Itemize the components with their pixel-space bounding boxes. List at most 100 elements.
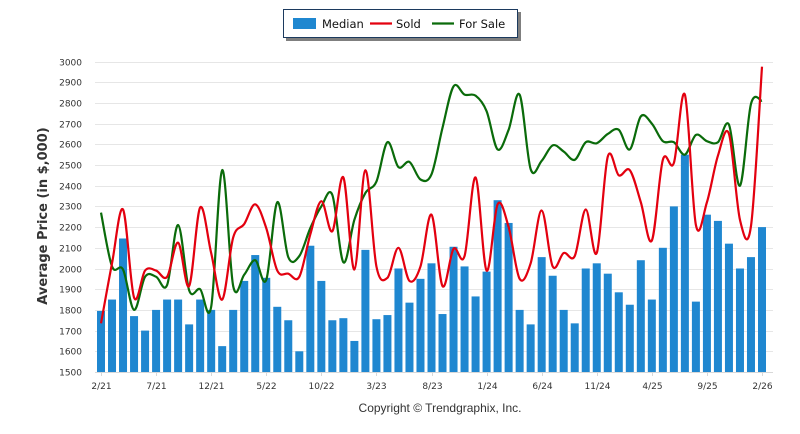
y-tick-label: 1900 bbox=[59, 286, 82, 296]
median-bar bbox=[394, 268, 403, 372]
median-bar bbox=[119, 238, 128, 372]
y-tick-label: 2500 bbox=[59, 162, 82, 172]
median-bar bbox=[174, 299, 183, 372]
median-bar bbox=[350, 340, 359, 372]
median-bar bbox=[504, 222, 513, 372]
y-tick-label: 2100 bbox=[59, 245, 82, 255]
median-bar bbox=[328, 320, 337, 372]
median-bar bbox=[273, 306, 282, 372]
legend-item-for-sale[interactable]: For Sale bbox=[432, 17, 505, 31]
median-bar bbox=[141, 330, 150, 372]
median-bar bbox=[515, 309, 524, 372]
median-bar bbox=[306, 245, 315, 372]
y-tick-label: 2200 bbox=[59, 224, 82, 234]
median-bar bbox=[691, 301, 700, 372]
x-tick-label: 2/21 bbox=[91, 382, 111, 392]
median-bar bbox=[658, 247, 667, 372]
median-bar bbox=[482, 271, 491, 372]
x-axis-ticks: 2/21 7/21 12/21 5/22 10/22 3/23 8/23 1/24 6/24 11… bbox=[91, 372, 773, 392]
x-tick-label: 12/21 bbox=[199, 382, 225, 392]
y-tick-label: 1700 bbox=[59, 328, 82, 338]
median-bar bbox=[537, 257, 546, 372]
y-tick-label: 2800 bbox=[59, 100, 82, 110]
for-sale-line bbox=[99, 83, 763, 314]
median-bar bbox=[603, 273, 612, 372]
y-tick-label: 2000 bbox=[59, 266, 82, 276]
median-bar bbox=[207, 309, 216, 372]
median-bar bbox=[548, 275, 557, 372]
median-bar bbox=[97, 310, 105, 372]
x-tick-label: 1/24 bbox=[477, 382, 497, 392]
x-tick-label: 10/22 bbox=[309, 382, 335, 392]
median-bar bbox=[746, 257, 755, 372]
median-bar bbox=[581, 268, 590, 372]
legend-label-for-sale: For Sale bbox=[459, 17, 505, 31]
median-bar bbox=[680, 154, 689, 372]
median-bar bbox=[647, 299, 656, 372]
median-bar bbox=[625, 304, 634, 372]
legend-label-median: Median bbox=[322, 17, 364, 31]
median-bar bbox=[614, 292, 623, 372]
median-bar bbox=[339, 318, 348, 372]
median-bar bbox=[108, 299, 117, 372]
median-bar bbox=[669, 206, 678, 372]
sold-line bbox=[99, 66, 764, 324]
median-bar bbox=[284, 320, 293, 372]
median-bar bbox=[416, 278, 425, 372]
median-bar bbox=[526, 324, 535, 372]
y-tick-label: 1500 bbox=[59, 369, 82, 379]
median-bar bbox=[702, 214, 711, 372]
median-bar bbox=[471, 296, 480, 372]
median-bar bbox=[229, 309, 238, 372]
median-bar bbox=[758, 227, 766, 372]
legend-box bbox=[283, 9, 518, 38]
median-bar bbox=[592, 263, 601, 372]
x-tick-label: 4/25 bbox=[642, 382, 662, 392]
median-bar bbox=[724, 243, 733, 372]
legend-item-sold[interactable]: Sold bbox=[370, 17, 421, 31]
median-bar bbox=[427, 263, 436, 372]
median-bar bbox=[372, 319, 381, 372]
median-bars bbox=[97, 154, 766, 373]
x-tick-label: 3/23 bbox=[366, 382, 386, 392]
legend: Median Sold For Sale bbox=[283, 9, 521, 41]
x-tick-label: 6/24 bbox=[532, 382, 552, 392]
y-tick-label: 3000 bbox=[59, 59, 82, 69]
median-bar bbox=[559, 309, 568, 372]
median-bar bbox=[240, 280, 249, 372]
median-bar bbox=[735, 268, 744, 372]
y-tick-label: 2300 bbox=[59, 203, 82, 213]
copyright-text: Copyright © Trendgraphix, Inc. bbox=[358, 401, 522, 415]
y-axis-ticks: 1500 1600 1700 1800 1900 2000 2100 2200 2300 2400… bbox=[59, 59, 82, 379]
median-bar bbox=[218, 346, 227, 373]
x-tick-label: 7/21 bbox=[146, 382, 166, 392]
y-axis-title: Average Price (in $,000) bbox=[36, 127, 51, 304]
median-bar bbox=[636, 260, 645, 372]
median-bar bbox=[713, 220, 722, 372]
median-bar bbox=[383, 315, 392, 372]
median-bar bbox=[295, 351, 304, 372]
legend-swatch-median bbox=[293, 18, 316, 29]
x-tick-label: 9/25 bbox=[697, 382, 717, 392]
median-bar bbox=[152, 309, 161, 372]
legend-item-median[interactable]: Median bbox=[293, 17, 364, 31]
median-bar bbox=[460, 266, 469, 372]
x-tick-label: 8/23 bbox=[422, 382, 442, 392]
median-bar bbox=[251, 255, 260, 372]
median-bar bbox=[196, 299, 205, 372]
median-bar bbox=[449, 246, 458, 372]
median-bar bbox=[405, 302, 414, 372]
x-tick-label: 11/24 bbox=[585, 382, 611, 392]
y-tick-label: 2700 bbox=[59, 121, 82, 131]
median-bar bbox=[493, 200, 502, 372]
x-tick-label: 5/22 bbox=[256, 382, 276, 392]
legend-label-sold: Sold bbox=[396, 17, 421, 31]
y-tick-label: 2400 bbox=[59, 183, 82, 193]
median-bar bbox=[317, 280, 326, 372]
y-tick-label: 2900 bbox=[59, 79, 82, 89]
median-bar bbox=[130, 316, 139, 372]
y-tick-label: 1600 bbox=[59, 348, 82, 358]
median-bar bbox=[361, 249, 370, 372]
trend-lines bbox=[99, 66, 764, 324]
